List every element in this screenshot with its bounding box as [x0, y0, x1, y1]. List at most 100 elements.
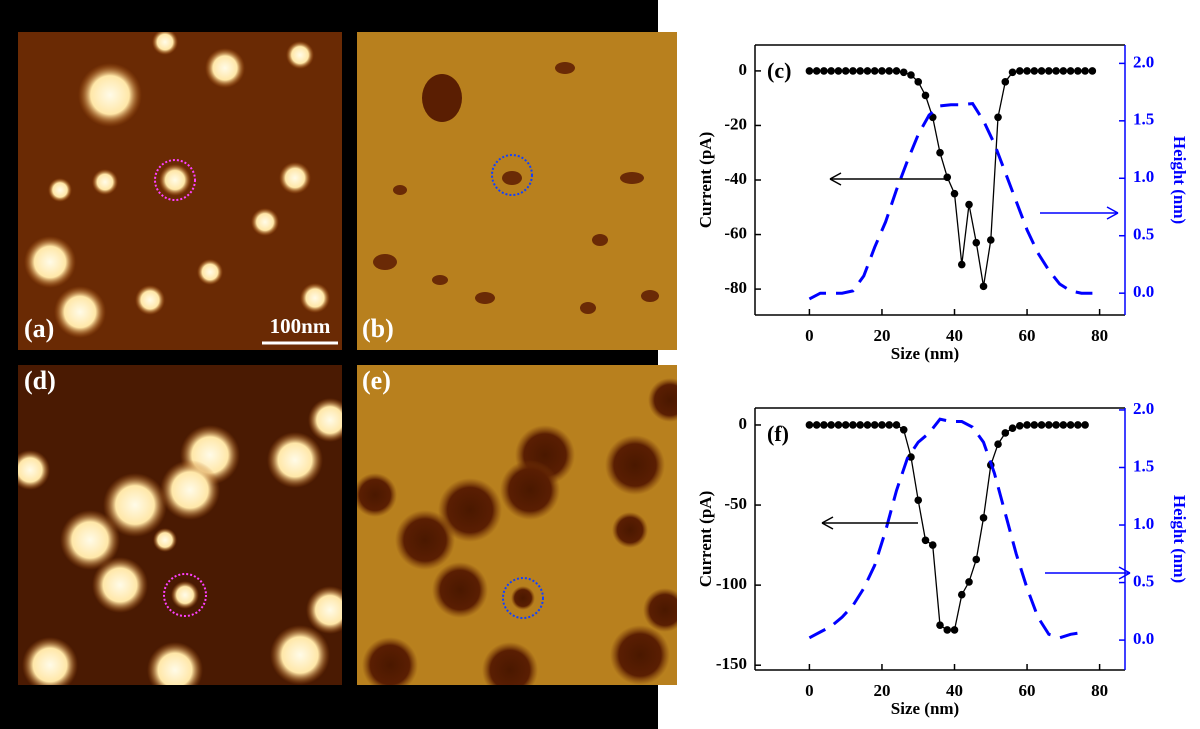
data-point — [1088, 67, 1097, 75]
data-point — [965, 578, 973, 586]
data-point — [870, 67, 879, 75]
data-point — [979, 514, 988, 522]
y2-tick-label: 2.0 — [1133, 52, 1154, 71]
y-axis-label: Current (pA) — [696, 491, 715, 587]
afm-image-b — [357, 32, 677, 350]
data-point — [986, 236, 995, 244]
panel-label: (e) — [362, 366, 391, 395]
data-point — [849, 67, 857, 75]
x-tick-label: 80 — [1091, 326, 1108, 345]
data-point — [1059, 421, 1068, 429]
data-point — [870, 421, 879, 429]
data-point — [979, 282, 988, 291]
y-tick-label: -100 — [716, 574, 747, 593]
series-line — [808, 417, 1079, 640]
x-tick-label: 60 — [1019, 681, 1036, 700]
data-point — [907, 453, 915, 461]
arrow-head — [821, 516, 834, 530]
y2-tick-label: 0.5 — [1133, 571, 1154, 590]
data-point — [921, 536, 930, 545]
afm-image-d — [18, 365, 342, 685]
data-point — [834, 67, 843, 75]
y2-axis-label: Height (nm) — [1170, 495, 1189, 583]
panel-label: (d) — [24, 366, 56, 395]
data-point — [1081, 421, 1089, 429]
y2-tick-label: 0.0 — [1133, 282, 1154, 301]
x-tick-label: 20 — [873, 681, 890, 700]
data-point — [878, 67, 886, 75]
y2-tick-label: 1.0 — [1133, 514, 1154, 533]
y2-tick-label: 1.0 — [1133, 167, 1154, 186]
panel-label: (a) — [24, 314, 54, 343]
data-point — [914, 496, 923, 505]
data-point — [863, 67, 872, 75]
data-point — [1074, 67, 1082, 75]
data-point — [957, 590, 966, 599]
data-point — [1001, 429, 1010, 437]
data-point — [841, 67, 850, 75]
y-tick-label: -150 — [716, 654, 747, 673]
data-point — [820, 421, 828, 429]
data-point — [1037, 421, 1046, 429]
data-point — [936, 621, 944, 629]
data-point — [1023, 421, 1031, 429]
data-point — [1059, 67, 1068, 75]
afm-image-a — [18, 32, 342, 350]
afm-image-e — [357, 365, 677, 685]
data-point — [856, 67, 864, 75]
data-point — [885, 421, 894, 429]
data-point — [892, 421, 901, 429]
y2-tick-label: 0.5 — [1133, 225, 1154, 244]
y-tick-label: -60 — [724, 223, 747, 242]
y2-tick-label: 2.0 — [1133, 399, 1154, 418]
x-tick-label: 40 — [946, 326, 963, 345]
x-tick-label: 40 — [946, 681, 963, 700]
data-point — [899, 68, 908, 77]
arrow-head — [829, 172, 842, 186]
panel-label: (f) — [767, 421, 789, 446]
data-point — [1030, 67, 1039, 75]
data-point — [1037, 67, 1046, 75]
arrow-head — [1118, 566, 1131, 580]
series-line — [808, 102, 1093, 301]
data-point — [957, 260, 966, 269]
data-point — [972, 238, 981, 247]
y-tick-label: 0 — [739, 414, 748, 433]
data-point — [1052, 421, 1060, 429]
data-point — [892, 67, 901, 75]
data-point — [994, 113, 1002, 122]
data-point — [1008, 68, 1017, 77]
data-point — [878, 421, 886, 429]
data-point — [1045, 67, 1053, 75]
x-tick-label: 0 — [805, 326, 814, 345]
data-point — [1030, 421, 1039, 429]
data-point — [1052, 67, 1060, 75]
data-point — [805, 67, 814, 75]
data-point — [1081, 67, 1089, 75]
x-tick-label: 0 — [805, 681, 814, 700]
y-tick-label: -40 — [724, 169, 747, 188]
data-point — [1045, 421, 1053, 429]
data-point — [849, 421, 857, 429]
data-point — [1008, 424, 1017, 432]
data-point — [841, 421, 850, 429]
data-point — [827, 421, 835, 429]
x-tick-label: 20 — [873, 326, 890, 345]
data-point — [899, 425, 908, 434]
y2-tick-label: 1.5 — [1133, 456, 1154, 475]
data-point — [863, 421, 872, 429]
y2-tick-label: 0.0 — [1133, 629, 1154, 648]
data-point — [943, 626, 952, 634]
data-point — [914, 78, 923, 86]
data-point — [1016, 421, 1024, 430]
arrow-head — [1106, 206, 1119, 220]
x-tick-label: 60 — [1019, 326, 1036, 345]
data-point — [1023, 67, 1031, 75]
y2-tick-label: 1.5 — [1133, 110, 1154, 129]
data-point — [834, 421, 843, 429]
data-point — [856, 421, 864, 429]
x-axis-label: Size (nm) — [891, 344, 959, 363]
data-point — [921, 91, 930, 100]
data-point — [812, 421, 821, 429]
x-axis-label: Size (nm) — [891, 699, 959, 718]
